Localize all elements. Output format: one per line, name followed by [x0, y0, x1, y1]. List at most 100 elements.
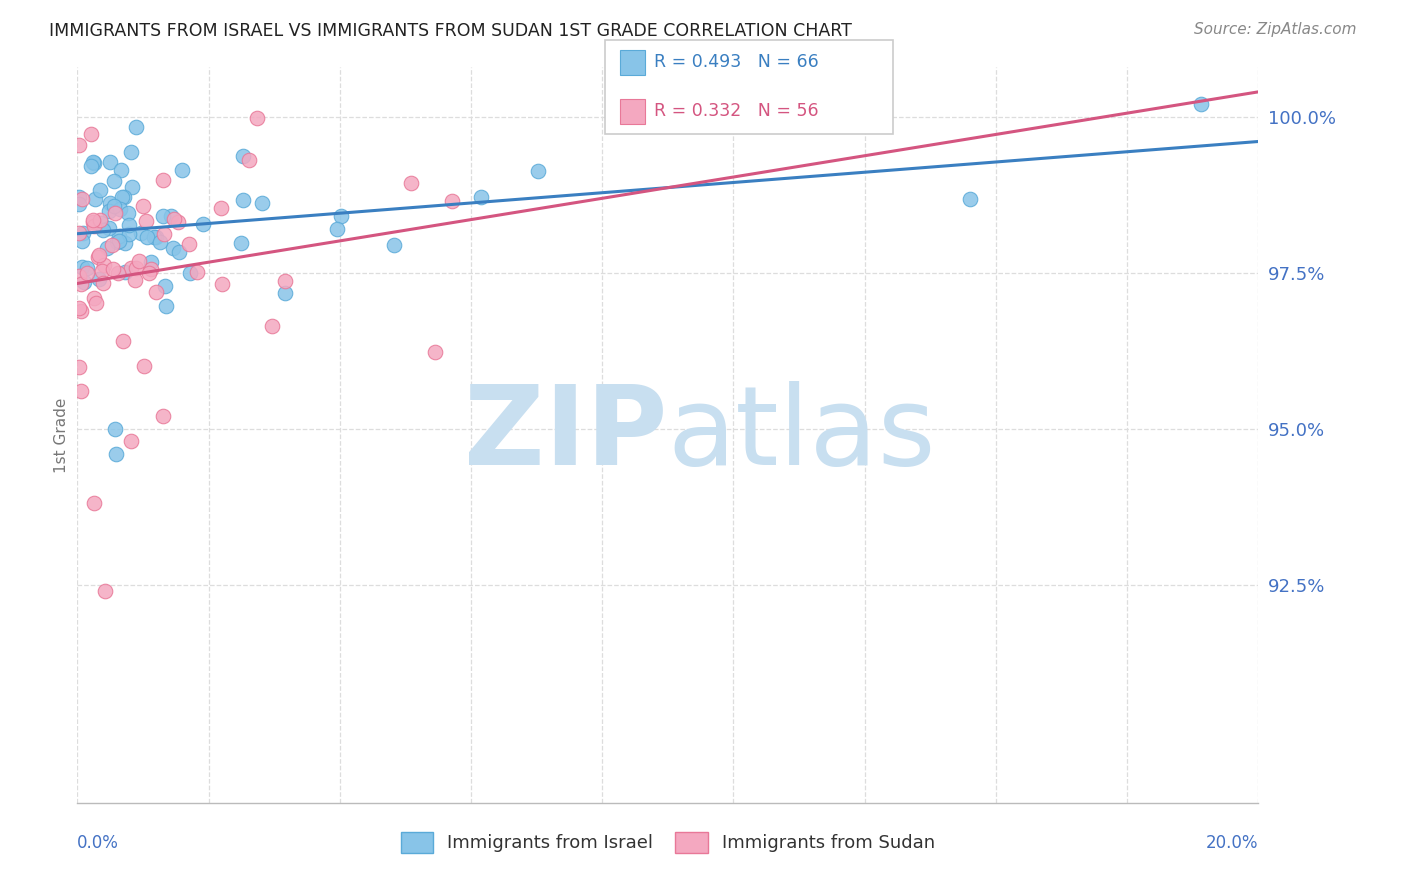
Point	[89, 248, 111, 262]
Point	[72, 226, 94, 240]
Y-axis label: 1st Grade: 1st Grade	[53, 397, 69, 473]
Point	[167, 244, 190, 259]
Point	[132, 359, 155, 374]
Point	[87, 250, 110, 264]
Point	[179, 237, 201, 252]
Point	[117, 205, 139, 219]
Point	[162, 242, 184, 256]
Point	[120, 434, 142, 448]
Point	[229, 236, 252, 251]
Point	[67, 226, 90, 240]
Point	[96, 241, 118, 255]
Point	[153, 227, 176, 241]
Text: R = 0.493   N = 66: R = 0.493 N = 66	[654, 54, 818, 71]
Text: R = 0.332   N = 56: R = 0.332 N = 56	[654, 103, 818, 120]
Point	[440, 194, 463, 208]
Point	[103, 174, 125, 188]
Text: 0.0%: 0.0%	[77, 834, 120, 852]
Point	[159, 209, 181, 223]
Point	[238, 153, 260, 167]
Point	[80, 127, 103, 141]
Point	[166, 215, 188, 229]
Point	[104, 422, 127, 436]
Point	[84, 193, 107, 207]
Point	[72, 260, 94, 275]
Point	[120, 145, 142, 159]
Point	[101, 262, 124, 277]
Point	[84, 295, 107, 310]
Point	[470, 190, 492, 204]
Point	[98, 203, 121, 218]
Point	[142, 230, 165, 244]
Point	[108, 228, 131, 243]
Text: Source: ZipAtlas.com: Source: ZipAtlas.com	[1194, 22, 1357, 37]
Legend: Immigrants from Israel, Immigrants from Sudan: Immigrants from Israel, Immigrants from …	[394, 825, 942, 860]
Point	[91, 276, 114, 290]
Text: IMMIGRANTS FROM ISRAEL VS IMMIGRANTS FROM SUDAN 1ST GRADE CORRELATION CHART: IMMIGRANTS FROM ISRAEL VS IMMIGRANTS FRO…	[49, 22, 852, 40]
Point	[273, 285, 295, 300]
Point	[179, 266, 201, 280]
Point	[135, 230, 157, 244]
Point	[132, 199, 155, 213]
Point	[211, 277, 233, 291]
Point	[67, 138, 90, 153]
Point	[87, 272, 110, 286]
Point	[98, 196, 121, 211]
Point	[70, 277, 93, 291]
Point	[83, 155, 105, 169]
Point	[114, 264, 136, 278]
Point	[83, 291, 105, 305]
Point	[101, 238, 124, 252]
Point	[141, 254, 163, 268]
Point	[155, 299, 177, 313]
Point	[170, 163, 193, 178]
Point	[186, 265, 208, 279]
Text: 20.0%: 20.0%	[1206, 834, 1258, 852]
Point	[90, 216, 112, 230]
Point	[103, 198, 125, 212]
Point	[67, 197, 90, 211]
Point	[382, 238, 405, 252]
Point	[125, 260, 148, 275]
Point	[80, 159, 103, 173]
Point	[104, 446, 127, 460]
Text: ZIP: ZIP	[464, 382, 668, 488]
Point	[76, 266, 98, 280]
Point	[82, 154, 104, 169]
Point	[138, 267, 160, 281]
Point	[70, 234, 93, 248]
Point	[90, 264, 112, 278]
Point	[1189, 97, 1212, 112]
Point	[120, 260, 142, 275]
Point	[232, 193, 254, 207]
Point	[191, 217, 214, 231]
Text: atlas: atlas	[668, 382, 936, 488]
Point	[139, 262, 162, 277]
Point	[325, 222, 347, 236]
Point	[232, 149, 254, 163]
Point	[67, 190, 90, 204]
Point	[89, 212, 111, 227]
Point	[330, 209, 353, 223]
Point	[82, 215, 104, 229]
Point	[121, 179, 143, 194]
Point	[94, 583, 117, 598]
Point	[83, 496, 105, 510]
Point	[145, 285, 167, 299]
Point	[527, 164, 550, 178]
Point	[149, 235, 172, 250]
Point	[114, 235, 136, 250]
Point	[67, 359, 90, 374]
Point	[152, 209, 174, 223]
Point	[105, 235, 128, 250]
Point	[108, 202, 131, 217]
Point	[93, 258, 115, 272]
Point	[107, 266, 129, 280]
Point	[209, 202, 232, 216]
Point	[129, 227, 152, 241]
Point	[70, 192, 93, 206]
Point	[125, 120, 148, 135]
Point	[104, 206, 127, 220]
Point	[76, 261, 98, 276]
Point	[112, 190, 135, 204]
